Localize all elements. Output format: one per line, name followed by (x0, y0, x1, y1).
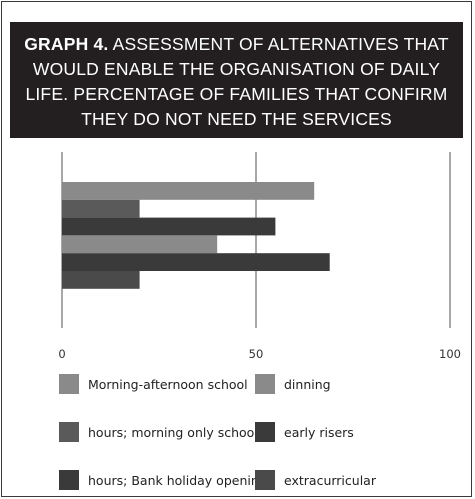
legend-label-1: Morning-afternoon school (88, 376, 248, 392)
bar-chart: 0 50 100 (58, 152, 461, 361)
chart-title-number: GRAPH 4. (24, 34, 109, 54)
legend-swatch-5 (255, 422, 275, 442)
bar-4 (62, 235, 218, 254)
chart-title-text: ASSESSMENT OF ALTERNATIVES THAT WOULD EN… (25, 34, 449, 129)
legend-swatch-1 (59, 374, 79, 394)
legend-item-1: Morning-afternoon school (59, 374, 248, 394)
legend-item-2: hours; morning only school (59, 422, 258, 442)
legend-label-6: extracurricular (284, 472, 376, 488)
bar-1 (62, 182, 315, 200)
bar-5 (62, 253, 330, 271)
legend-item-3: hours; Bank holiday opening (59, 470, 267, 490)
legend-swatch-4 (255, 374, 275, 394)
x-tick-label-100: 100 (439, 347, 461, 361)
plot-area: 0 50 100 Morning-afternoon school hours; mo… (10, 146, 465, 496)
bar-3 (62, 217, 276, 236)
legend-label-2: hours; morning only school (88, 424, 258, 440)
legend-swatch-2 (59, 422, 79, 442)
x-tick-label-50: 50 (249, 347, 264, 361)
legend-label-5: early risers (284, 424, 354, 440)
legend-label-4: dinning (284, 376, 331, 392)
legend-label-3: hours; Bank holiday opening (88, 472, 267, 488)
chart-title: GRAPH 4. ASSESSMENT OF ALTERNATIVES THAT… (10, 22, 463, 138)
legend-item-4: dinning (255, 374, 331, 394)
legend-swatch-3 (59, 470, 79, 490)
legend-item-6: extracurricular (255, 470, 376, 490)
bar-6 (62, 271, 140, 289)
legend-swatch-6 (255, 470, 275, 490)
x-tick-label-0: 0 (58, 347, 65, 361)
legend-item-5: early risers (255, 422, 354, 442)
bar-2 (62, 199, 140, 218)
